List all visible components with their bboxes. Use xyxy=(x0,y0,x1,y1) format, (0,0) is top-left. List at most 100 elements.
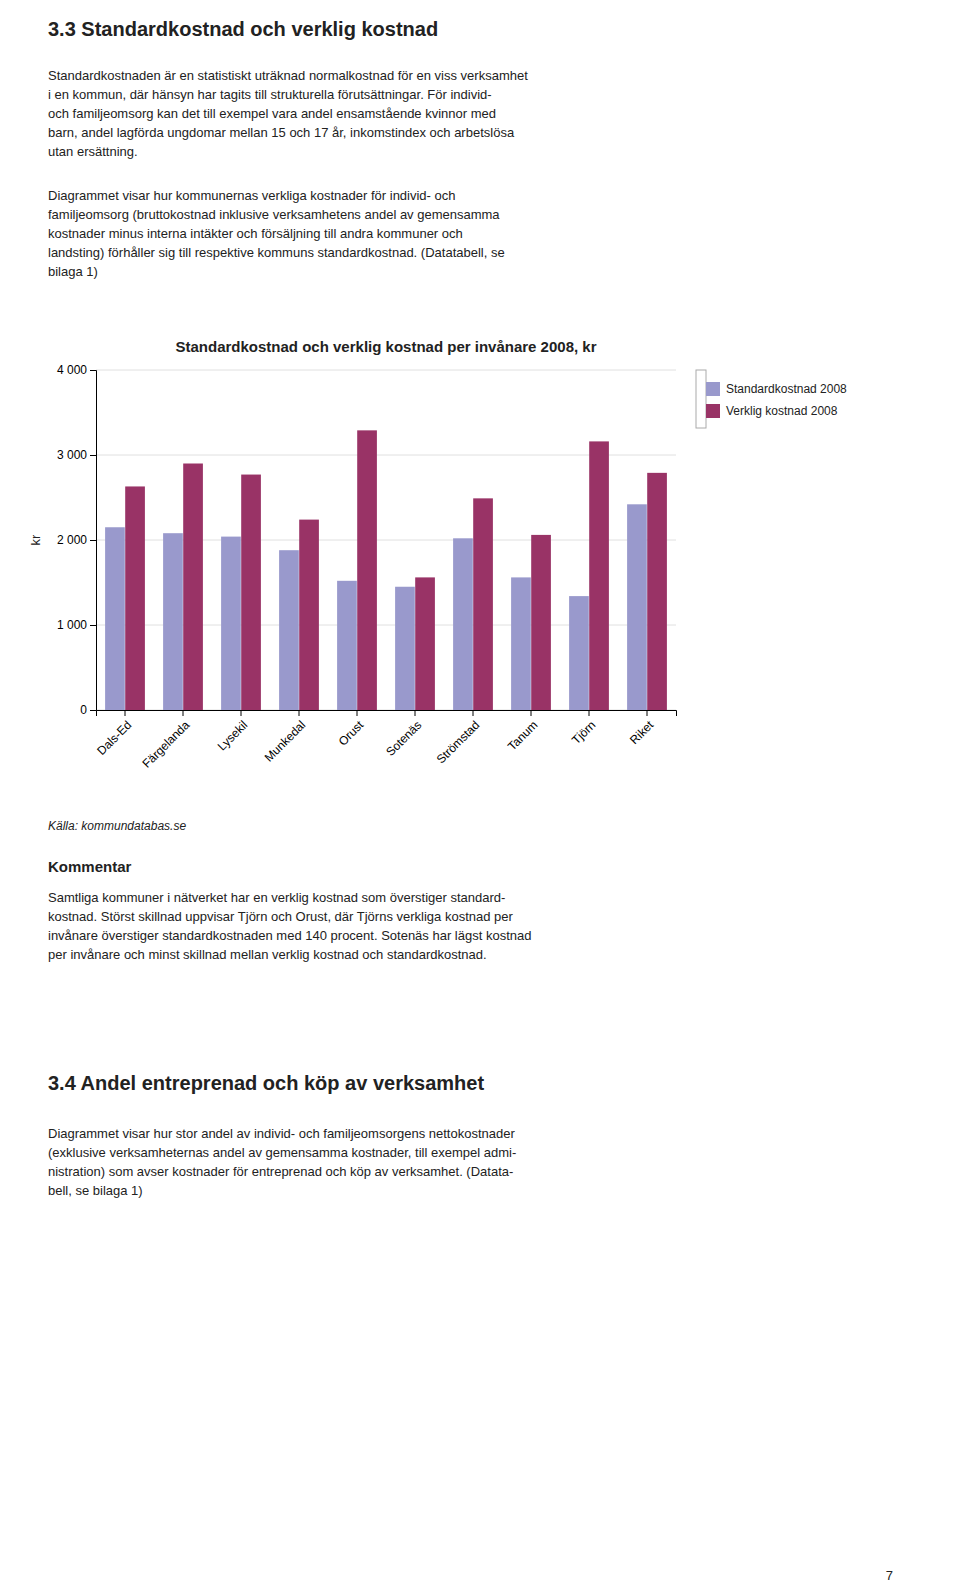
page-text-body2: Diagrammet visar hur kommunernas verklig… xyxy=(48,188,505,279)
bar xyxy=(221,537,241,710)
series xyxy=(125,430,667,710)
bar xyxy=(415,577,435,710)
y-tick-label: 1 000 xyxy=(57,618,87,632)
x-tick-mark xyxy=(125,710,126,716)
text-line: landsting) förhåller sig till respektive… xyxy=(48,245,505,260)
y-tick-label: 0 xyxy=(80,703,87,717)
bar xyxy=(241,475,261,710)
legend-frame xyxy=(696,370,706,428)
x-axis: Dals-EdFärgelandaLysekilMunkedalOrustSot… xyxy=(94,710,676,771)
text-line: (exklusive verksamheternas andel av geme… xyxy=(48,1145,516,1160)
grid-line xyxy=(96,540,676,541)
page-text-kommentar-body: Samtliga kommuner i nätverket har en ver… xyxy=(48,890,531,962)
text-line: 3.3 Standardkostnad och verklig kostnad xyxy=(48,18,438,40)
x-tick-label: Färgelanda xyxy=(139,718,192,771)
bar xyxy=(627,504,647,710)
text-line: barn, andel lagförda ungdomar mellan 15 … xyxy=(48,125,515,140)
y-tick-label: 2 000 xyxy=(57,533,87,547)
legend: Standardkostnad 2008 Verklig kostnad 2008 xyxy=(696,370,847,428)
x-tick-label: Riket xyxy=(627,717,657,747)
page-text-heading1: 3.3 Standardkostnad och verklig kostnad xyxy=(48,18,438,40)
text-line: Diagrammet visar hur stor andel av indiv… xyxy=(48,1126,515,1141)
chart-title: Standardkostnad och verklig kostnad per … xyxy=(176,338,597,355)
y-tick: 0 xyxy=(80,703,96,717)
bar xyxy=(125,486,145,710)
x-tick-label: Sotenäs xyxy=(383,718,424,759)
bar xyxy=(647,473,667,710)
page: 3.3 Standardkostnad och verklig kostnad S… xyxy=(0,0,960,1596)
text-line: i en kommun, där hänsyn har tagits till … xyxy=(48,87,492,102)
text-line: Kommentar xyxy=(48,858,132,875)
y-tick: 4 000 xyxy=(57,363,96,377)
text-line: bilaga 1) xyxy=(48,264,98,279)
x-tick-label: Tjörn xyxy=(569,718,598,747)
grid-line xyxy=(96,455,676,456)
x-tick: Munkedal xyxy=(262,710,309,765)
bar xyxy=(511,577,531,710)
page-text-body1: Standardkostnaden är en statistiskt uträ… xyxy=(48,68,528,159)
x-tick-label: Orust xyxy=(336,717,367,748)
y-axis-line xyxy=(90,371,97,711)
x-tick: Orust xyxy=(336,710,367,749)
bar xyxy=(299,520,319,710)
legend-label: Standardkostnad 2008 xyxy=(726,382,847,396)
bar xyxy=(453,538,473,710)
text-line: Samtliga kommuner i nätverket har en ver… xyxy=(48,890,505,905)
grid xyxy=(96,370,676,710)
text-line: utan ersättning. xyxy=(48,144,138,159)
text-line: kostnader minus interna intäkter och för… xyxy=(48,226,463,241)
y-tick-label: 3 000 xyxy=(57,448,87,462)
x-tick: Sotenäs xyxy=(383,710,424,759)
bar xyxy=(569,596,589,710)
x-tick-mark xyxy=(183,710,184,716)
page-text-body3: Diagrammet visar hur stor andel av indiv… xyxy=(48,1126,516,1198)
bars xyxy=(105,430,667,710)
bar xyxy=(105,527,125,710)
y-tick-mark xyxy=(90,540,96,541)
y-tick-mark xyxy=(90,625,96,626)
legend-label: Verklig kostnad 2008 xyxy=(726,404,838,418)
y-tick: 3 000 xyxy=(57,448,96,462)
x-tick: Färgelanda xyxy=(139,710,192,771)
text-line: 7 xyxy=(886,1568,893,1583)
x-tick-mark xyxy=(589,710,590,716)
x-tick-mark xyxy=(647,710,648,716)
y-axis-title: kr xyxy=(28,534,43,546)
text-line: bell, se bilaga 1) xyxy=(48,1183,143,1198)
x-tick-label: Dals-Ed xyxy=(94,718,134,758)
text-line: Källa: kommundatabas.se xyxy=(48,819,186,833)
y-tick-mark xyxy=(90,370,96,371)
text-line: invånare överstiger standardkostnaden me… xyxy=(48,928,531,943)
x-tick: Tanum xyxy=(505,710,540,753)
bar xyxy=(279,550,299,710)
bar xyxy=(395,587,415,710)
x-tick-label: Strömstad xyxy=(434,718,483,767)
x-tick: Dals-Ed xyxy=(94,710,134,758)
text-line: 3.4 Andel entreprenad och köp av verksam… xyxy=(48,1072,484,1094)
x-tick-mark xyxy=(241,710,242,716)
text-line: nistration) som avser kostnader för entr… xyxy=(48,1164,513,1179)
y-tick-mark xyxy=(90,455,96,456)
x-tick: Tjörn xyxy=(569,710,598,747)
legend-swatch xyxy=(706,382,720,396)
y-tick: 2 000 xyxy=(57,533,96,547)
bar xyxy=(163,533,183,710)
x-tick-label: Tanum xyxy=(505,718,540,753)
text-line: och familjeomsorg kan det till exempel v… xyxy=(48,106,496,121)
x-tick: Riket xyxy=(627,710,657,747)
legend-swatch xyxy=(706,404,720,418)
legend-item: Standardkostnad 2008 xyxy=(706,382,847,396)
page-text-page-number: 7 xyxy=(886,1568,893,1583)
x-tick: Strömstad xyxy=(434,710,483,766)
bar xyxy=(589,441,609,710)
x-axis-line xyxy=(97,711,677,717)
page-text-heading2: 3.4 Andel entreprenad och köp av verksam… xyxy=(48,1072,484,1094)
y-tick-label: 4 000 xyxy=(57,363,87,377)
text-line: kostnad. Störst skillnad uppvisar Tjörn … xyxy=(48,909,514,924)
x-tick-label: Munkedal xyxy=(262,718,309,765)
page-text-kommentar-heading: Kommentar xyxy=(48,858,132,875)
text-line: familjeomsorg (bruttokostnad inklusive v… xyxy=(48,207,500,222)
y-tick-mark xyxy=(90,710,96,711)
text-line: Standardkostnaden är en statistiskt uträ… xyxy=(48,68,528,83)
x-tick-mark xyxy=(531,710,532,716)
